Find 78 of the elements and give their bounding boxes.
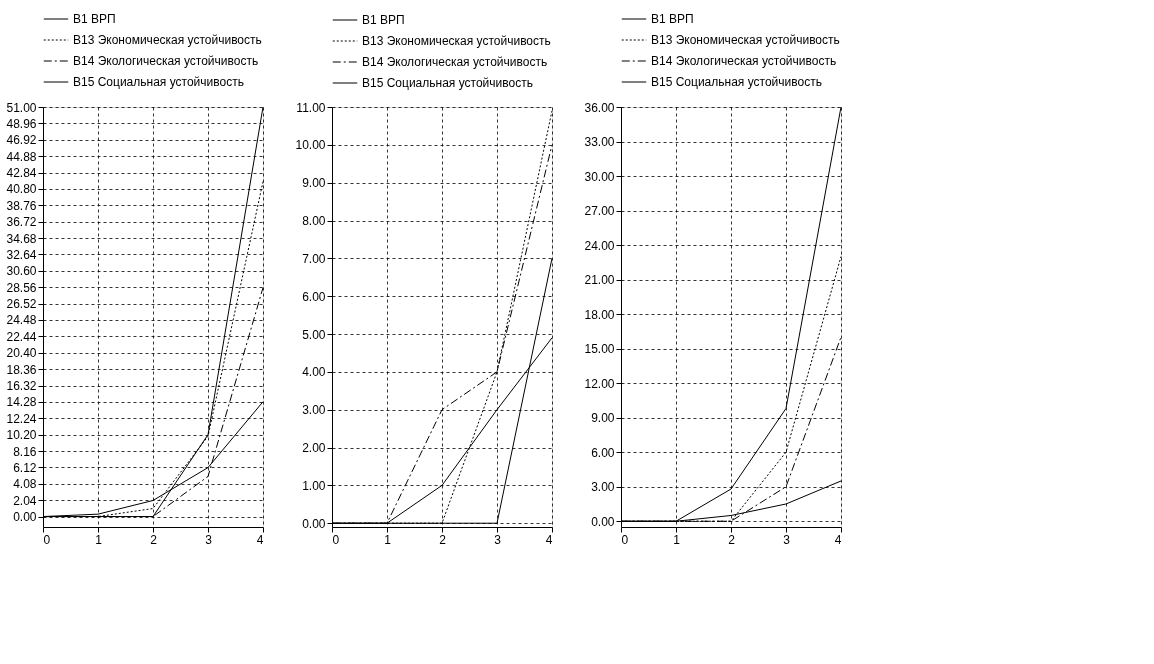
legend-label: B1 ВРП	[651, 12, 694, 26]
x-tick-label: 4	[256, 532, 264, 547]
x-tick-label: 1	[384, 532, 392, 547]
y-tick-label: 34.68	[6, 231, 37, 246]
y-tick-label: 33.00	[584, 135, 615, 150]
y-tick-label: 16.32	[6, 379, 37, 393]
y-tick-label: 2.00	[302, 441, 326, 456]
y-tick-label: 7.00	[302, 251, 326, 266]
legend-label: B15 Социальная устойчивость	[73, 75, 244, 89]
y-tick-label: 10.00	[295, 138, 326, 153]
y-tick-label: 20.40	[6, 346, 37, 361]
x-tick-label: 0	[332, 532, 340, 547]
legend-label: B13 Экономическая устойчивость	[362, 34, 551, 48]
x-tick-label: 3	[783, 532, 791, 547]
y-tick-label: 21.00	[584, 273, 615, 288]
y-tick-label: 36.00	[584, 100, 615, 115]
y-tick-label: 27.00	[584, 204, 615, 219]
y-tick-label: 12.24	[6, 411, 37, 426]
x-tick-label: 4	[545, 532, 553, 547]
y-tick-label: 48.96	[6, 116, 37, 131]
y-tick-label: 0.00	[302, 516, 326, 531]
y-tick-label: 30.00	[584, 169, 615, 184]
y-tick-label: 0.00	[13, 510, 37, 525]
x-tick-label: 1	[95, 532, 103, 547]
y-tick-label: 36.72	[6, 215, 37, 230]
x-tick-label: 3	[205, 532, 213, 547]
y-tick-label: 10.20	[6, 428, 37, 443]
legend-label: B15 Социальная устойчивость	[362, 76, 533, 90]
legend-label: B1 ВРП	[73, 12, 116, 26]
legend-label: B14 Экологическая устойчивость	[651, 54, 837, 68]
x-tick-label: 3	[494, 532, 502, 547]
x-tick-label: 1	[673, 532, 681, 547]
y-tick-label: 15.00	[584, 342, 615, 357]
y-tick-label: 3.00	[591, 480, 615, 495]
legend-label: B15 Социальная устойчивость	[651, 75, 822, 89]
y-tick-label: 12.00	[584, 376, 615, 391]
y-tick-label: 51.00	[6, 100, 37, 115]
legend-label: B13 Экономическая устойчивость	[651, 33, 840, 47]
y-tick-label: 28.56	[6, 280, 37, 295]
x-tick-label: 2	[150, 532, 158, 547]
y-tick-label: 14.28	[6, 395, 37, 410]
legend-label: B13 Экономическая устойчивость	[73, 33, 262, 47]
y-tick-label: 9.00	[302, 176, 326, 191]
y-tick-label: 42.84	[6, 166, 37, 181]
y-tick-label: 40.80	[6, 182, 37, 197]
x-tick-label: 4	[834, 532, 842, 547]
y-tick-label: 24.48	[6, 313, 37, 328]
y-tick-label: 18.00	[584, 307, 615, 322]
x-tick-label: 2	[439, 532, 447, 547]
y-tick-label: 44.88	[6, 149, 37, 164]
y-tick-label: 4.08	[13, 477, 37, 492]
y-tick-label: 0.00	[591, 514, 615, 529]
y-tick-label: 24.00	[584, 238, 615, 253]
x-tick-label: 0	[43, 532, 51, 547]
y-tick-label: 9.00	[591, 411, 615, 426]
y-tick-label: 18.36	[6, 362, 37, 377]
y-tick-label: 5.00	[302, 327, 326, 342]
y-tick-label: 8.00	[302, 214, 326, 229]
y-tick-label: 2.04	[13, 493, 37, 508]
y-tick-label: 6.00	[591, 445, 615, 460]
y-tick-label: 6.00	[302, 289, 326, 304]
y-tick-label: 4.00	[302, 365, 326, 380]
y-tick-label: 6.12	[13, 460, 37, 475]
x-tick-label: 2	[728, 532, 736, 547]
y-tick-label: 46.92	[6, 133, 37, 148]
y-tick-label: 30.60	[6, 264, 37, 279]
y-tick-label: 3.00	[302, 403, 326, 418]
legend-label: B14 Экологическая устойчивость	[73, 54, 259, 68]
legend-label: B14 Экологическая устойчивость	[362, 55, 548, 69]
y-tick-label: 32.64	[6, 247, 37, 262]
y-tick-label: 1.00	[302, 478, 326, 493]
y-tick-label: 38.76	[6, 198, 37, 213]
legend-label: B1 ВРП	[362, 13, 405, 27]
y-tick-label: 26.52	[6, 297, 37, 312]
y-tick-label: 22.44	[6, 329, 37, 344]
y-tick-label: 11.00	[296, 100, 326, 115]
y-tick-label: 8.16	[13, 444, 37, 459]
x-tick-label: 0	[621, 532, 629, 547]
